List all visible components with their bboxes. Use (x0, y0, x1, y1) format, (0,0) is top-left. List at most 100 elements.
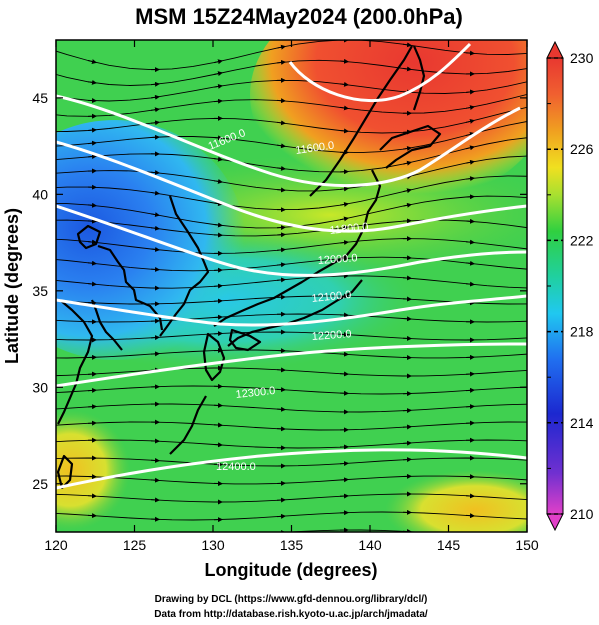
streamline-arrow (213, 422, 223, 428)
streamline-arrow (529, 269, 537, 270)
streamline-arrow (529, 80, 537, 82)
streamline (56, 439, 527, 449)
streamline-arrow (87, 218, 97, 224)
colorbar: 230 226 222 218 214 210 (546, 40, 594, 532)
streamline-arrow (276, 165, 286, 171)
temperature-field-warm-high (250, 40, 527, 205)
streamline-arrow (402, 188, 412, 194)
streamline-arrow (87, 260, 97, 266)
streamline-arrow (276, 513, 286, 519)
streamline-arrow (465, 89, 475, 95)
streamline-arrow (465, 218, 475, 224)
streamline-arrow (402, 440, 412, 446)
streamline-arrow (465, 281, 475, 287)
streamline-arrow (87, 127, 97, 133)
streamline-arrow (276, 232, 286, 238)
contour-label: 11800.0 (329, 221, 369, 237)
streamline-arrow (402, 160, 412, 166)
x-tick-labels: 120 125 130 135 140 145 150 (44, 537, 539, 553)
streamline-arrow (529, 480, 537, 481)
streamline-arrow (465, 132, 475, 137)
temperature-field-orange-southeast (385, 470, 527, 532)
x-tick-label: 150 (515, 537, 539, 553)
coastline-kyushu (202, 332, 226, 382)
streamline-arrow (150, 190, 160, 196)
temperature-field-orange-southwest (56, 410, 130, 530)
coastline-taiwan (56, 454, 74, 490)
streamline-arrow (150, 94, 160, 100)
colorbar-max-triangle (546, 40, 564, 59)
streamline-arrow (339, 225, 349, 231)
streamline-arrow (87, 140, 97, 146)
streamline (56, 457, 527, 467)
streamline-arrow (339, 105, 349, 111)
streamline-arrow (213, 314, 223, 320)
streamline (56, 349, 527, 359)
streamline-arrow (276, 247, 286, 253)
streamline-arrow (213, 84, 223, 89)
streamline-arrow (87, 79, 97, 85)
y-tick-label: 35 (32, 283, 48, 299)
streamline-arrow (339, 186, 349, 192)
streamline-arrow (339, 128, 349, 134)
y-tick-label: 30 (32, 379, 48, 395)
streamline-arrow (276, 120, 286, 126)
streamline-arrow (465, 513, 475, 519)
streamline-arrow (529, 354, 537, 355)
streamline-arrow (465, 239, 475, 245)
streamline-arrow (276, 98, 286, 104)
streamline (56, 367, 527, 377)
contour-line (56, 140, 527, 233)
streamline-arrow (150, 212, 160, 218)
streamline-arrow (276, 277, 286, 283)
coastline-hokkaido (379, 124, 442, 169)
axis-ticks (55, 40, 528, 532)
coastline-bohai (76, 224, 102, 250)
streamline-arrow (213, 71, 223, 77)
coastline-ryukyu (169, 395, 207, 455)
streamline-arrow (150, 351, 160, 357)
streamline-arrow (87, 513, 97, 519)
colorbar-tick-label: 222 (570, 232, 594, 248)
streamline-arrow (213, 98, 223, 104)
streamline-arrow (276, 44, 286, 50)
coastline-sakhalin (412, 45, 426, 111)
streamline (56, 421, 527, 431)
coastline-korea-west (97, 244, 164, 331)
x-tick-label: 130 (201, 537, 225, 553)
streamline (56, 511, 527, 521)
contour-line (56, 294, 527, 327)
contour-label: 12300.0 (235, 385, 276, 401)
streamline-arrow (213, 298, 223, 304)
colorbar-tick-label: 214 (570, 415, 594, 431)
streamline (56, 155, 527, 192)
chart-title: MSM 15Z24May2024 (200.0hPa) (135, 4, 463, 29)
streamline-arrow (213, 222, 223, 228)
streamline-arrow (465, 260, 475, 266)
streamline (56, 59, 527, 86)
streamline-arrow (150, 170, 160, 176)
plot-area (56, 40, 537, 532)
streamline-arrow (529, 105, 537, 107)
contour-line (56, 204, 527, 277)
streamline-arrow (465, 50, 475, 56)
streamline (56, 331, 527, 341)
streamline-arrow (402, 66, 412, 72)
contour-line (56, 342, 527, 388)
streamline-arrow (402, 42, 412, 48)
streamline-arrow (402, 275, 412, 281)
x-tick-label: 120 (44, 537, 68, 553)
streamline-arrow (402, 146, 412, 151)
streamline-arrow (402, 202, 412, 208)
y-tick-label: 40 (32, 186, 48, 202)
streamline-arrow (150, 81, 160, 87)
streamline-arrow (529, 228, 537, 229)
y-tick-label: 45 (32, 90, 48, 106)
streamline-arrow (465, 159, 475, 165)
streamline-arrow (465, 176, 475, 182)
streamline-arrow (529, 67, 537, 69)
streamline-arrow (339, 202, 349, 207)
streamline-arrow (150, 266, 160, 272)
streamline-arrow (276, 387, 286, 393)
streamline-arrow (402, 424, 412, 430)
